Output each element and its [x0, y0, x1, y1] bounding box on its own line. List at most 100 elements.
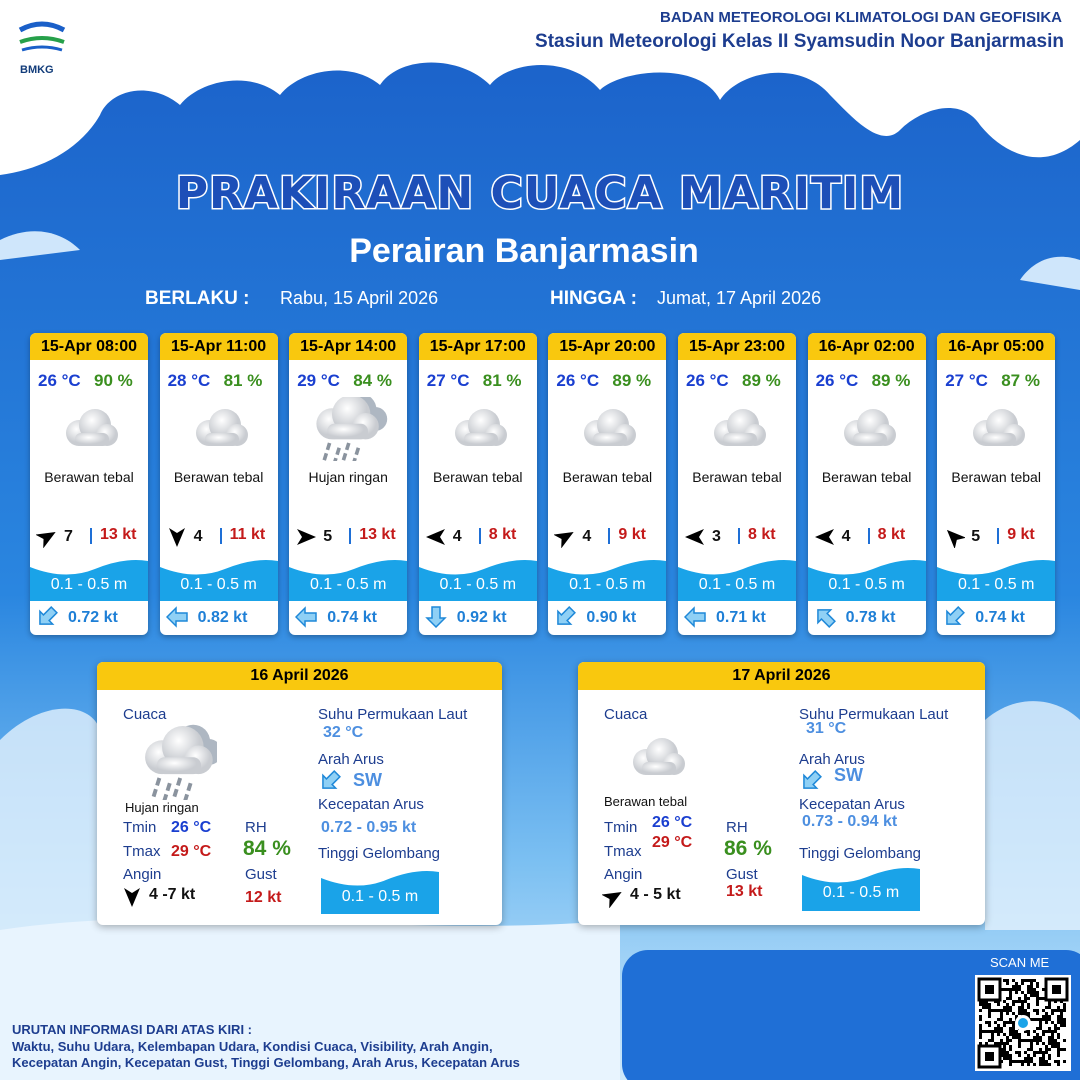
label-wave: Tinggi Gelombang [799, 845, 922, 862]
current-arrow [165, 606, 188, 628]
label-tmax: Tmax [604, 843, 642, 860]
current-arrow [424, 606, 447, 628]
card-wave: 0.1 - 0.5 m [50, 576, 128, 593]
card-rh: 87 % [1001, 371, 1040, 390]
card-time: 15-Apr 08:00 [30, 333, 148, 360]
forecast-card: 15-Apr 23:00 26 °C 89 % Berawan tebal 3 8 kt 0… [678, 333, 796, 635]
card-wave: 0.1 - 0.5 m [698, 576, 776, 593]
wave-band [678, 560, 796, 601]
label-current-speed: Kecepatan Arus [318, 796, 424, 813]
weather-icon [195, 409, 248, 446]
card-rh: 90 % [94, 371, 133, 390]
wind-arrow [36, 532, 56, 548]
panel-date: 16 April 2026 [97, 662, 502, 690]
panel-current-speed: 0.73 - 0.94 kt [802, 813, 898, 830]
card-weather: Berawan tebal [951, 469, 1041, 485]
label-gust: Gust [245, 866, 277, 883]
card-temp: 27 °C [945, 371, 988, 390]
title: PRAKIRAAN CUACA MARITIM [174, 167, 905, 221]
wind-arrow [124, 888, 140, 907]
card-time: 16-Apr 02:00 [807, 333, 926, 360]
current-arrow [557, 606, 577, 625]
panel-tmin: 26 °C [171, 819, 212, 836]
station: Stasiun Meteorologi Kelas II Syamsudin N… [535, 31, 1064, 52]
forecast-card: 15-Apr 08:00 26 °C 90 % Berawan tebal 7 13 kt… [30, 333, 148, 635]
weather-icon [66, 409, 118, 446]
card-rh: 89 % [742, 371, 781, 390]
forecast-card: 15-Apr 14:00 29 °C 84 % Hujan ringan 5 13 kt 0… [289, 333, 408, 635]
panel-sst: 32 °C [323, 724, 364, 741]
label-gust: Gust [726, 866, 758, 883]
card-current: 0.74 kt [975, 609, 1025, 626]
current-arrow [816, 609, 836, 628]
card-weather: Hujan ringan [308, 469, 388, 485]
wave-band [321, 871, 439, 914]
card-gust: 11 kt [229, 526, 266, 543]
label-current-dir: Arah Arus [799, 751, 865, 768]
current-arrow [946, 606, 966, 625]
wind-arrow [297, 529, 317, 545]
wave-band [548, 560, 667, 601]
card-current: 0.72 kt [68, 609, 118, 626]
card-current: 0.71 kt [716, 609, 766, 626]
label-rh: RH [245, 819, 267, 836]
card-current: 0.74 kt [327, 609, 377, 626]
current-arrow [322, 770, 341, 789]
panel-tmin: 26 °C [652, 814, 693, 831]
to-label: HINGGA : [550, 288, 637, 309]
label-weather: Cuaca [604, 706, 648, 723]
panel-rh: 86 % [724, 837, 772, 860]
scan-label: SCAN ME [990, 955, 1050, 970]
label-sst: Suhu Permukaan Laut [799, 706, 949, 723]
weather-icon [584, 409, 637, 446]
qr-code [975, 975, 1071, 1071]
card-wave: 0.1 - 0.5 m [309, 576, 387, 593]
card-wind: 5 [323, 528, 333, 545]
card-weather: Berawan tebal [44, 469, 134, 485]
label-current-dir: Arah Arus [318, 751, 384, 768]
to-date: Jumat, 17 April 2026 [657, 288, 822, 308]
panel-sst: 31 °C [806, 720, 847, 737]
panel-current-speed: 0.72 - 0.95 kt [321, 819, 417, 836]
info-title: URUTAN INFORMASI DARI ATAS KIRI : [12, 1022, 252, 1037]
card-weather: Berawan tebal [821, 469, 912, 485]
wind-arrow [168, 528, 185, 547]
agency: BADAN METEOROLOGI KLIMATOLOGI DAN GEOFIS… [660, 9, 1062, 26]
separator [90, 528, 92, 544]
separator [997, 528, 1000, 544]
label-wind: Angin [604, 866, 643, 883]
card-rh: 81 % [223, 371, 263, 390]
card-gust: 8 kt [748, 526, 776, 543]
label-weather: Cuaca [123, 706, 167, 723]
weather-icon [714, 409, 766, 446]
card-gust: 9 kt [618, 526, 646, 543]
panel-tmax: 29 °C [652, 834, 693, 851]
card-current: 0.92 kt [456, 609, 507, 626]
daily-panel: 16 April 2026 Cuaca Hujan ringan Tmin 26 °C T… [97, 662, 502, 925]
panel-current-dir: SW [834, 765, 863, 785]
info-line: Kecepatan Angin, Kecepatan Gust, Tinggi … [12, 1055, 520, 1070]
weather-icon [454, 409, 507, 446]
current-arrow [803, 770, 822, 789]
card-current: 0.82 kt [197, 609, 248, 626]
card-gust: 9 kt [1007, 526, 1035, 543]
from-date: Rabu, 15 April 2026 [280, 288, 439, 308]
card-time: 15-Apr 20:00 [548, 333, 667, 360]
card-gust: 13 kt [100, 526, 137, 543]
separator [349, 528, 352, 544]
weather-icon [973, 409, 1026, 446]
card-weather: Berawan tebal [433, 469, 523, 485]
card-rh: 84 % [353, 371, 392, 390]
label-sst: Suhu Permukaan Laut [318, 706, 468, 723]
panel-current-dir: SW [353, 770, 382, 790]
card-weather: Berawan tebal [692, 469, 782, 485]
forecast-card: 15-Apr 20:00 26 °C 89 % Berawan tebal 4 9 kt 0… [548, 333, 667, 635]
card-wind: 4 [193, 528, 203, 545]
separator [608, 528, 611, 544]
panel-weather: Hujan ringan [125, 800, 199, 815]
card-current: 0.90 kt [586, 609, 637, 626]
card-gust: 8 kt [488, 526, 517, 543]
label-wind: Angin [123, 866, 162, 883]
card-temp: 26 °C [38, 371, 81, 390]
